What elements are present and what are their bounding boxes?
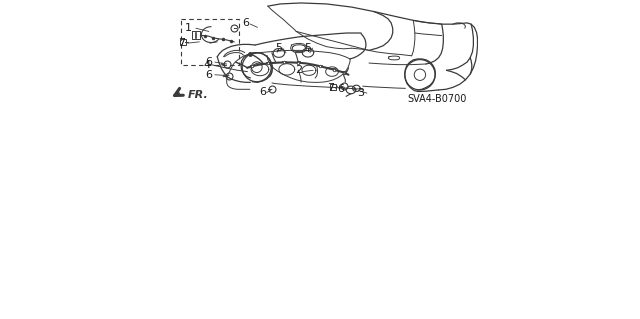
Text: 1: 1 [185,23,192,33]
Bar [181,19,239,65]
Text: SVA4-B0700: SVA4-B0700 [407,94,467,104]
Text: 7: 7 [328,83,335,93]
Text: FR.: FR. [188,90,209,100]
Text: 6: 6 [242,18,249,28]
Text: 6: 6 [337,84,344,94]
Text: 4: 4 [204,60,211,70]
Text: 3: 3 [357,88,364,98]
Text: 6: 6 [205,70,212,80]
Text: 2: 2 [295,65,302,75]
Text: 5: 5 [305,43,312,53]
Text: 5: 5 [275,43,282,53]
Text: 6: 6 [259,87,266,98]
Text: 7: 7 [178,38,185,48]
Text: 6: 6 [205,57,212,67]
